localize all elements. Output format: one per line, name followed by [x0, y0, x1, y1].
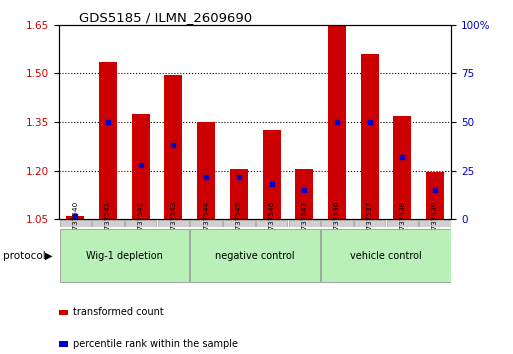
FancyBboxPatch shape — [354, 219, 385, 227]
Text: percentile rank within the sample: percentile rank within the sample — [73, 339, 239, 349]
FancyBboxPatch shape — [92, 219, 124, 227]
Bar — [328, 25, 346, 219]
Text: GSM737543: GSM737543 — [170, 201, 176, 245]
Text: protocol: protocol — [3, 251, 45, 261]
Text: GSM737536: GSM737536 — [334, 201, 340, 245]
Bar — [66, 216, 84, 219]
Bar — [165, 75, 183, 219]
Text: GSM737538: GSM737538 — [400, 201, 405, 245]
FancyBboxPatch shape — [190, 219, 222, 227]
Bar — [132, 114, 150, 219]
FancyBboxPatch shape — [125, 219, 156, 227]
Bar — [295, 169, 313, 219]
Text: GSM737537: GSM737537 — [367, 201, 372, 245]
FancyBboxPatch shape — [289, 219, 320, 227]
Text: GSM737539: GSM737539 — [432, 201, 438, 245]
FancyBboxPatch shape — [60, 229, 189, 282]
Text: GSM737542: GSM737542 — [138, 201, 144, 245]
Bar — [99, 62, 117, 219]
FancyBboxPatch shape — [420, 219, 451, 227]
Text: ▶: ▶ — [45, 251, 53, 261]
Text: GSM737540: GSM737540 — [72, 201, 78, 245]
Bar — [361, 54, 379, 219]
Text: GSM737547: GSM737547 — [301, 201, 307, 245]
Text: GDS5185 / ILMN_2609690: GDS5185 / ILMN_2609690 — [78, 11, 252, 24]
FancyBboxPatch shape — [256, 219, 287, 227]
Bar — [230, 169, 248, 219]
Text: GSM737544: GSM737544 — [203, 201, 209, 245]
FancyBboxPatch shape — [223, 219, 254, 227]
FancyBboxPatch shape — [321, 219, 352, 227]
FancyBboxPatch shape — [190, 229, 320, 282]
Text: vehicle control: vehicle control — [350, 251, 422, 261]
FancyBboxPatch shape — [60, 219, 91, 227]
FancyBboxPatch shape — [158, 219, 189, 227]
Bar — [393, 116, 411, 219]
Text: Wig-1 depletion: Wig-1 depletion — [86, 251, 163, 261]
Text: GSM737541: GSM737541 — [105, 201, 111, 245]
Bar — [263, 130, 281, 219]
FancyBboxPatch shape — [387, 219, 418, 227]
Text: transformed count: transformed count — [73, 307, 164, 317]
Text: negative control: negative control — [215, 251, 295, 261]
FancyBboxPatch shape — [321, 229, 451, 282]
Text: GSM737546: GSM737546 — [269, 201, 274, 245]
Text: GSM737545: GSM737545 — [236, 201, 242, 245]
Bar — [197, 122, 215, 219]
Bar — [426, 172, 444, 219]
